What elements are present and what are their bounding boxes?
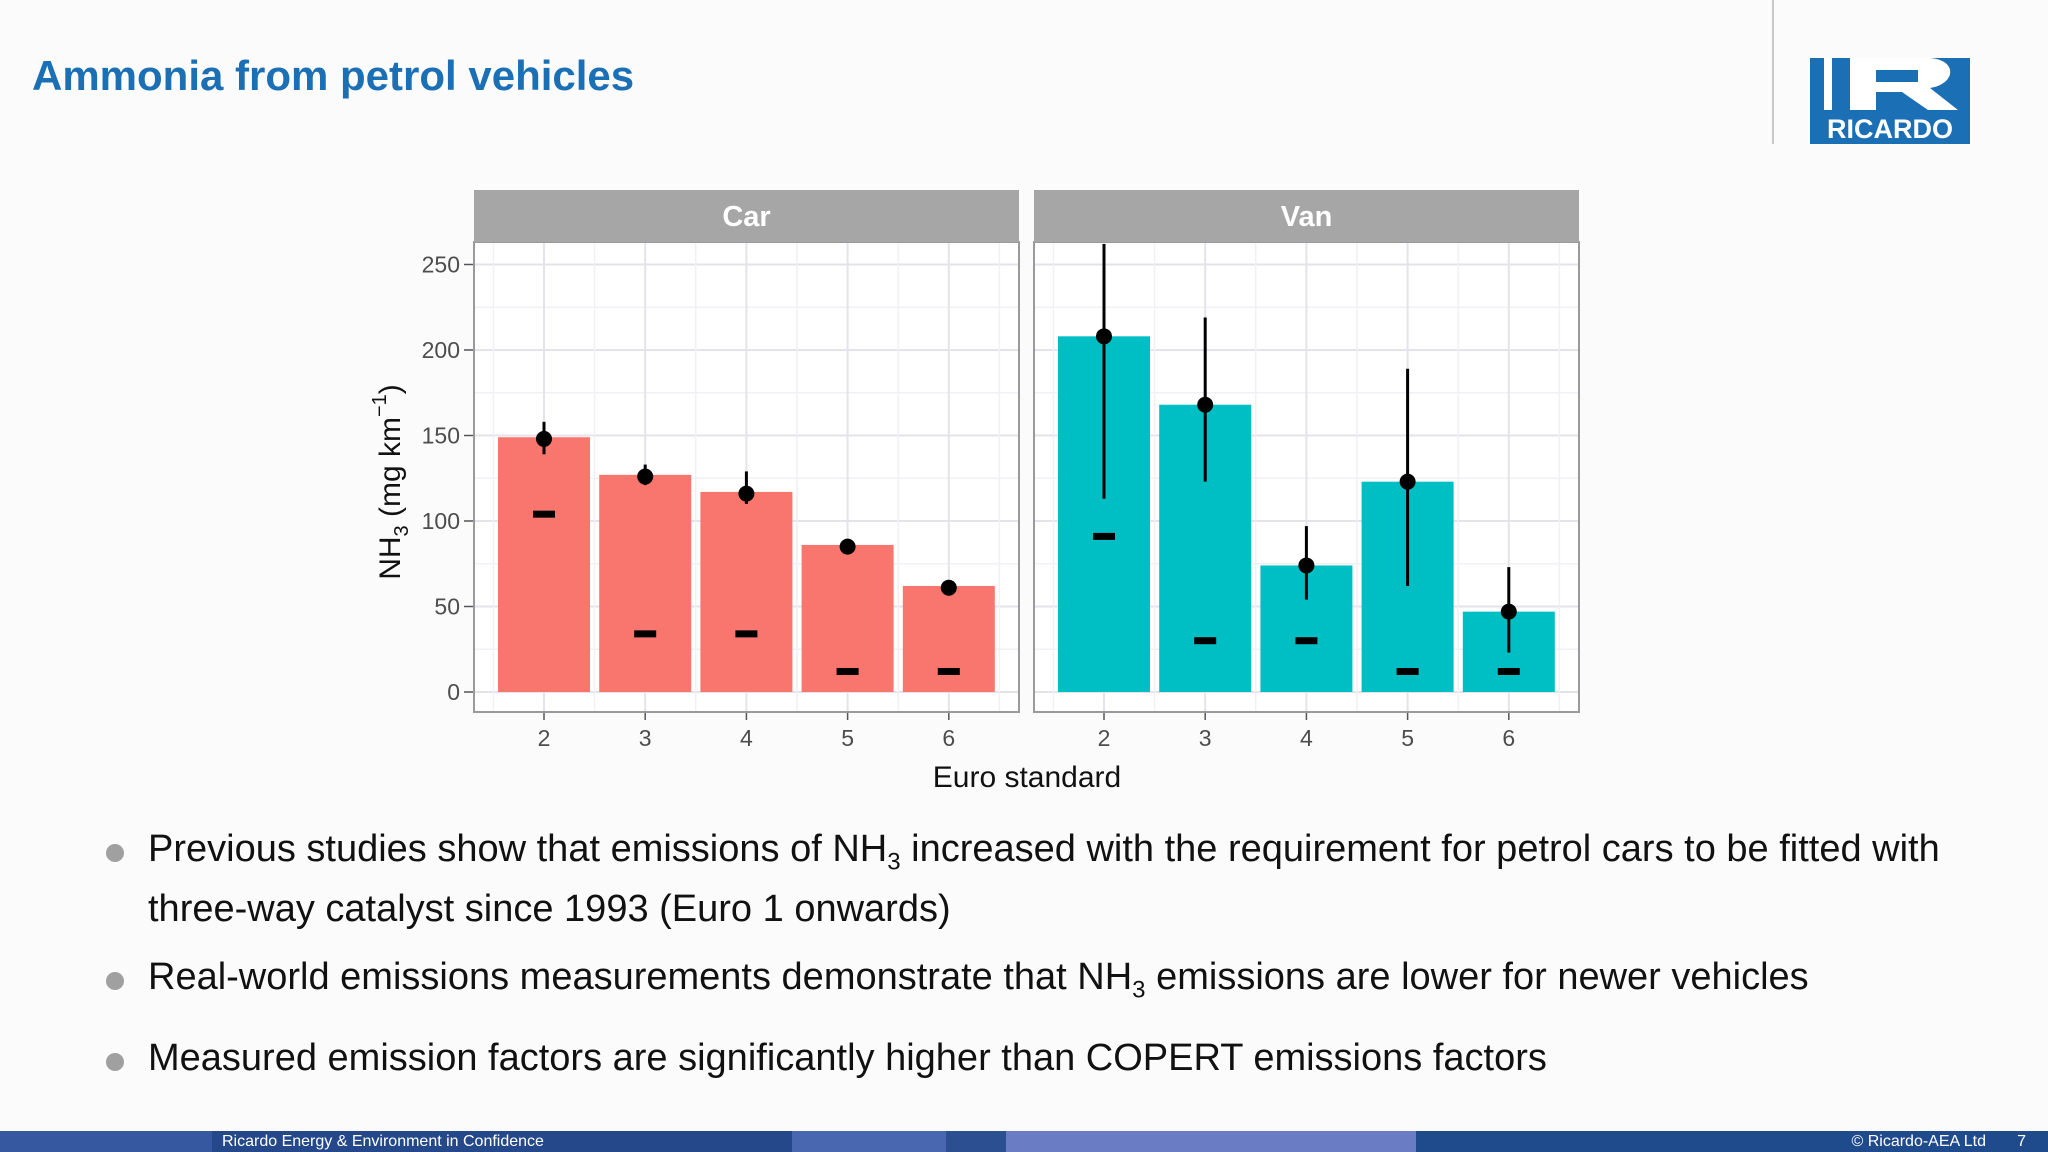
footer-copyright: © Ricardo-AEA Ltd: [1851, 1133, 1986, 1150]
footer-page-number: 7: [2017, 1133, 2026, 1150]
bullet-item: Real-world emissions measurements demons…: [100, 954, 2000, 1014]
mean-point: [1399, 473, 1416, 490]
copert-marker: [1194, 637, 1217, 645]
x-tick-label: 3: [639, 725, 652, 751]
mean-point: [940, 579, 957, 596]
y-tick-label: 100: [422, 508, 460, 534]
copert-marker: [1295, 637, 1318, 645]
facet-strip: [474, 190, 1019, 242]
x-axis-title: Euro standard: [933, 761, 1121, 794]
bar-car-euro-4: [700, 491, 793, 692]
x-tick-label: 6: [1502, 725, 1515, 751]
x-tick-label: 5: [1401, 725, 1414, 751]
copert-marker: [1093, 532, 1115, 540]
copert-marker: [533, 510, 555, 518]
facet-strip-label: Van: [1281, 201, 1333, 233]
footer-segment: [946, 1131, 1006, 1152]
y-tick-label: 250: [422, 252, 460, 278]
mean-point: [738, 485, 755, 502]
footer-segment: [212, 1131, 792, 1152]
y-tick-label: 50: [434, 594, 460, 620]
mean-point: [1197, 396, 1214, 413]
bullet-dot-icon: [106, 1053, 124, 1072]
mean-point: [536, 430, 552, 447]
footer-segment: [1006, 1131, 1416, 1152]
mean-point: [839, 538, 856, 555]
header-divider: [1772, 0, 1774, 144]
emissions-chart: 0 50 100 150 200 250 2 3 4 5 6 Car 2 3 4 5 6 Van NH3 (mg …: [369, 190, 1580, 794]
footer-bar: Ricardo Energy & Environment in Confiden…: [0, 1131, 2048, 1152]
copert-marker: [634, 630, 657, 638]
y-tick-label: 200: [422, 337, 460, 363]
y-tick-label: 150: [422, 423, 460, 449]
mean-point: [637, 468, 654, 485]
copert-marker: [836, 667, 859, 675]
bullet-dot-icon: [106, 971, 124, 990]
x-tick-label: 6: [942, 725, 955, 751]
footer-segment: [0, 1131, 212, 1152]
slide-title: Ammonia from petrol vehicles: [32, 52, 635, 99]
bullet-item: Measured emission factors are significan…: [100, 1035, 2000, 1095]
x-tick-label: 2: [1098, 725, 1111, 751]
y-tick-label: 0: [447, 679, 460, 705]
x-tick-label: 2: [538, 725, 551, 751]
mean-point: [1096, 328, 1112, 345]
bar-car-euro-3: [599, 474, 692, 692]
facet-panel-van: 2 3 4 5 6 Van: [1033, 190, 1580, 751]
x-tick-label: 5: [841, 725, 854, 751]
bullet-item: Previous studies show that emissions of …: [100, 826, 2000, 932]
footer-confidentiality: Ricardo Energy & Environment in Confiden…: [222, 1133, 544, 1150]
footer-segment: [1416, 1131, 2048, 1152]
y-axis-title: NH3 (mg km−1): [369, 384, 413, 580]
mean-point: [1298, 557, 1315, 574]
x-tick-label: 3: [1199, 725, 1212, 751]
logo-text: RICARDO: [1827, 114, 1953, 144]
facet-strip: [1034, 190, 1579, 242]
copert-marker: [735, 630, 758, 638]
mean-point: [1500, 603, 1517, 620]
bullet-dot-icon: [106, 844, 124, 862]
facet-strip-label: Car: [722, 201, 770, 233]
x-tick-label: 4: [1300, 725, 1313, 751]
copert-marker: [937, 667, 960, 675]
bar-car-euro-2: [498, 437, 590, 692]
copert-marker: [1497, 667, 1520, 675]
bar-car-euro-5: [801, 544, 894, 692]
copert-marker: [1396, 667, 1419, 675]
footer-segment: [792, 1131, 946, 1152]
x-tick-label: 4: [740, 725, 753, 751]
ricardo-logo: RICARDO: [1810, 58, 1970, 144]
facet-panel-car: 2 3 4 5 6 Car: [473, 190, 1020, 751]
bullet-list: Previous studies show that emissions of …: [100, 826, 2000, 1117]
bar-car-euro-6: [902, 585, 995, 692]
